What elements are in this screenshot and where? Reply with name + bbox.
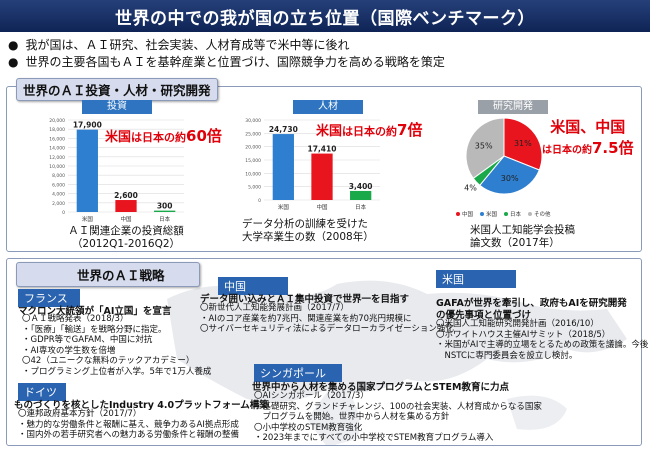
country-label-usa: 米国 (436, 270, 516, 288)
section-title-strategy: 世界のＡＩ戦略 (16, 262, 200, 287)
y-tick-label: 15,000 (245, 158, 261, 164)
france-headline: マクロン大統領が「AI立国」を宣言 (18, 306, 172, 317)
y-tick-label: 18,000 (49, 127, 65, 133)
bullet-icon: ● (8, 38, 19, 52)
talent-multiplier: 米国は日本の約7倍 (316, 121, 423, 139)
research-header: 研究開発 (478, 100, 548, 114)
bullet-text: 世界の主要各国もＡＩを基幹産業と位置づけ、国際競争力を高める戦略を策定 (25, 55, 445, 69)
bar-日本 (154, 210, 176, 212)
research-pie-chart: 31% 30% 4% 35% 中国 米国 日本 その他 (456, 117, 551, 218)
y-tick-label: 8,000 (52, 173, 65, 179)
bar-中国 (115, 200, 137, 212)
y-tick-label: 0 (258, 198, 261, 204)
legend-label: 米国 (486, 210, 498, 218)
summary-bullets: ● 我が国は、ＡＩ研究、社会実装、人材育成等で米中等に後れ ● 世界の主要各国もＡＩ… (8, 37, 445, 71)
germany-headline: ものづくりを核としたIndustry 4.0プラットフォーム構築 (14, 400, 269, 411)
legend-marker (504, 212, 508, 216)
usa-headline-1: GAFAが世界を牽引し、政府もAIを研究開発 (436, 298, 627, 309)
country-label-china: 中国 (218, 277, 288, 295)
y-tick-label: 10,000 (49, 164, 65, 170)
france-list: 〇ＡＩ戦略発表（2018/3） ・「医療」「輸送」を戦略分野に指定。 ・GDPR… (22, 314, 212, 377)
y-tick-label: 2,000 (52, 201, 65, 207)
title-bar: 世界の中での我が国の立ち位置（国際ベンチマーク） (0, 0, 650, 32)
china-headline: データ囲い込みとＡＩ集中投資で世界一を目指す (200, 294, 410, 305)
page-title: 世界の中での我が国の立ち位置（国際ベンチマーク） (115, 8, 535, 29)
pie-value-label: 35% (475, 142, 493, 151)
pie-slice-中国 (503, 117, 543, 171)
bar-日本 (350, 190, 372, 200)
bullet-icon: ● (8, 55, 19, 69)
section-title-benchmark: 世界のＡＩ投資・人材・研究開発 (16, 78, 218, 101)
y-tick-label: 16,000 (49, 136, 65, 142)
bar-米国 (76, 129, 98, 212)
legend-marker (528, 212, 532, 216)
country-label-singapore: シンガポール (254, 364, 342, 382)
x-tick-label: 中国 (120, 215, 132, 223)
investment-caption: ＡＩ関連企業の投資総額 （2012Q1-2016Q2） (68, 225, 184, 250)
investment-talent-research-section (6, 86, 642, 252)
y-tick-label: 20,000 (245, 145, 261, 151)
talent-caption: データ分析の訓練を受けた 大学卒業生の数（2008年） (242, 218, 374, 243)
country-label-france: フランス (18, 289, 80, 307)
investment-header: 投資 (82, 100, 152, 114)
bar-value-label: 17,900 (73, 121, 102, 130)
research-multiplier: 米国、中国 は日本の約7.5倍 (542, 118, 634, 157)
bar-中国 (311, 153, 333, 200)
legend-marker (480, 212, 484, 216)
talent-bar-chart: 0 5,000 10,000 15,000 20,000 25,000 30,000 24,7… (245, 118, 380, 211)
bullet-item: ● 我が国は、ＡＩ研究、社会実装、人材育成等で米中等に後れ (8, 37, 445, 54)
x-tick-label: 米国 (82, 215, 94, 223)
bullet-item: ● 世界の主要各国もＡＩを基幹産業と位置づけ、国際競争力を高める戦略を策定 (8, 54, 445, 71)
x-tick-label: 中国 (316, 203, 328, 211)
bar-value-label: 24,730 (269, 125, 298, 134)
legend-marker (456, 212, 460, 216)
bar-value-label: 300 (157, 202, 173, 211)
legend-label: その他 (534, 210, 551, 218)
talent-header: 人材 (293, 100, 363, 114)
bar-value-label: 2,600 (114, 191, 138, 200)
y-tick-label: 12,000 (49, 155, 65, 161)
usa-list: 〇米国人工知能研究開発計画（2016/10） 〇ホワイトハウス主催AIサミット（… (436, 319, 649, 361)
investment-bar-chart: 0 2,000 4,000 6,000 8,000 10,000 12,000 14,000 1… (49, 118, 184, 223)
x-tick-label: 日本 (355, 203, 367, 211)
usa-headline-2: の優先事項と位置づけ (436, 310, 532, 321)
y-tick-label: 0 (62, 210, 65, 216)
y-tick-label: 30,000 (245, 118, 261, 124)
legend-label: 日本 (510, 210, 522, 218)
y-tick-label: 20,000 (49, 118, 65, 124)
pie-value-label: 30% (501, 174, 519, 183)
germany-list: 〇連邦政府基本方針（2017/7） ・魅力的な労働条件と報酬に基え、競争力あるA… (18, 409, 240, 440)
china-list: 〇新世代人工知能発展計画（2017/7） ・AIのコア産業を約7兆円、関連産業を… (200, 303, 454, 334)
bar-米国 (272, 134, 294, 200)
bar-value-label: 3,400 (349, 182, 373, 191)
country-label-germany: ドイツ (18, 383, 66, 401)
y-tick-label: 4,000 (52, 192, 65, 198)
pie-slice-米国 (479, 155, 540, 195)
x-tick-label: 米国 (278, 203, 290, 211)
research-caption: 米国人工知能学会投稿 論文数（2017年） (470, 224, 575, 249)
pie-value-label: 4% (464, 183, 477, 192)
pie-value-label: 31% (514, 139, 532, 148)
bullet-text: 我が国は、ＡＩ研究、社会実装、人材育成等で米中等に後れ (25, 38, 350, 52)
pie-slice-その他 (465, 117, 505, 180)
y-tick-label: 5,000 (248, 185, 261, 191)
singapore-headline: 世界中から人材を集める国家プログラムとSTEM教育に力点 (252, 382, 509, 393)
investment-multiplier: 米国は日本の約60倍 (105, 127, 222, 145)
bar-value-label: 17,410 (308, 145, 337, 154)
y-tick-label: 6,000 (52, 182, 65, 188)
legend-label: 中国 (462, 210, 474, 218)
y-tick-label: 14,000 (49, 146, 65, 152)
singapore-list: 〇AIシンガポール（2017/3） ・基礎研究、グランドチャレンジ、100の社会… (254, 391, 542, 443)
y-tick-label: 25,000 (245, 131, 261, 137)
y-tick-label: 10,000 (245, 171, 261, 177)
x-tick-label: 日本 (159, 215, 171, 223)
